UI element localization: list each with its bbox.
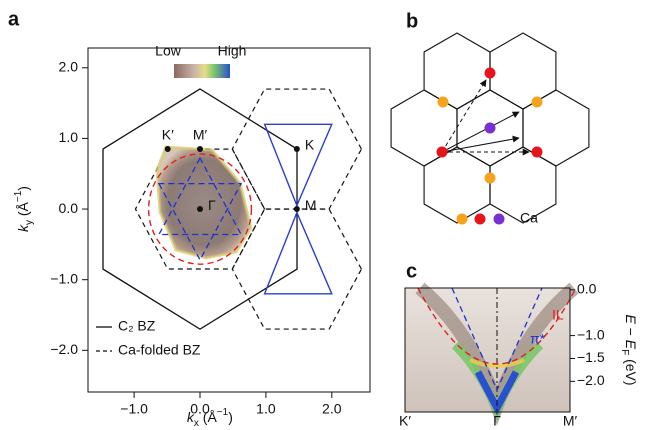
k-point xyxy=(165,146,171,152)
legend-dot xyxy=(457,214,468,225)
legend-label: C₂ BZ xyxy=(118,318,156,334)
colorbar xyxy=(174,64,230,78)
colorbar-high: High xyxy=(218,43,247,59)
ca-site xyxy=(485,68,496,79)
panel-label: b xyxy=(406,10,418,32)
legend-dot xyxy=(494,214,505,225)
label-part: −1 xyxy=(13,190,24,202)
lattice-hexagon xyxy=(424,33,490,109)
legend-dot xyxy=(475,214,486,225)
k-point xyxy=(197,206,203,212)
x-tick-label: K′ xyxy=(399,413,411,429)
x-tick-label: M′ xyxy=(563,413,578,429)
x-axis-label: kx (Å−1) xyxy=(187,407,233,429)
label-part: (eV) xyxy=(623,355,639,385)
y-tick-label: 0.0 xyxy=(577,281,597,297)
k-point xyxy=(197,146,203,152)
panel-b: Ca xyxy=(391,33,589,226)
label-part: (Å xyxy=(199,409,218,425)
lattice-hexagon xyxy=(424,147,490,223)
x-tick-label: −1.0 xyxy=(120,401,148,417)
bowtie xyxy=(265,124,332,205)
x-tick-label: 1.0 xyxy=(256,401,276,417)
ca-site xyxy=(437,147,448,158)
arpes-map xyxy=(157,147,251,258)
label-part: ) xyxy=(228,409,233,425)
label-part: −1 xyxy=(217,407,229,418)
bowtie xyxy=(265,213,332,294)
ca-site xyxy=(532,147,543,158)
ca-site xyxy=(532,97,543,108)
k-point-label: K xyxy=(305,137,315,153)
ca-site xyxy=(485,173,496,184)
x-tick-label: Γ xyxy=(493,413,501,429)
k-point-label: Γ xyxy=(208,197,216,213)
x-tick-label: 2.0 xyxy=(322,401,342,417)
k-point-label: M xyxy=(305,197,317,213)
y-tick-label: −2.0 xyxy=(577,372,605,388)
colorbar-low: Low xyxy=(155,43,182,59)
label-part: (Å xyxy=(15,201,31,220)
label-part: ) xyxy=(15,186,31,191)
y-tick-label: 1.0 xyxy=(59,129,79,145)
figure: a b c −1.0 0.0 1.0 2.0 −2.0 −1.0 0.0 1.0 2.0 kx (… xyxy=(0,0,651,430)
y-tick-label: −1.5 xyxy=(577,349,605,365)
ca-site xyxy=(438,97,449,108)
vector xyxy=(442,138,519,152)
k-point-label: K′ xyxy=(162,127,174,143)
y-tick-label: −1.0 xyxy=(50,270,78,286)
y-tick-label: 0.0 xyxy=(59,200,79,216)
y-tick-label: −1.0 xyxy=(577,326,605,342)
annotation: IL xyxy=(552,307,564,323)
ca-site xyxy=(485,123,496,134)
k-point-label: M′ xyxy=(193,127,208,143)
y-axis-label: ky (Å−1) xyxy=(13,186,35,232)
annotation: π* xyxy=(530,331,546,347)
k-point xyxy=(294,206,300,212)
vector xyxy=(442,80,486,152)
k-point xyxy=(294,146,300,152)
y-tick-label: 2.0 xyxy=(59,58,79,74)
y-axis-label: E − EF (eV) xyxy=(619,314,639,385)
y-tick-label: −2.0 xyxy=(50,341,78,357)
vector xyxy=(442,112,519,152)
panel-label: c xyxy=(406,260,417,282)
legend-label: Ca xyxy=(520,210,538,226)
panel-label: a xyxy=(8,8,20,30)
label-part: − xyxy=(623,324,639,340)
legend-label: Ca-folded BZ xyxy=(118,342,201,358)
panel-c: π* IL 0.0 −1.0 −1.5 −2.0 K′ Γ M′ E − EF (eV) xyxy=(399,281,639,429)
lattice-hexagon xyxy=(490,33,556,109)
